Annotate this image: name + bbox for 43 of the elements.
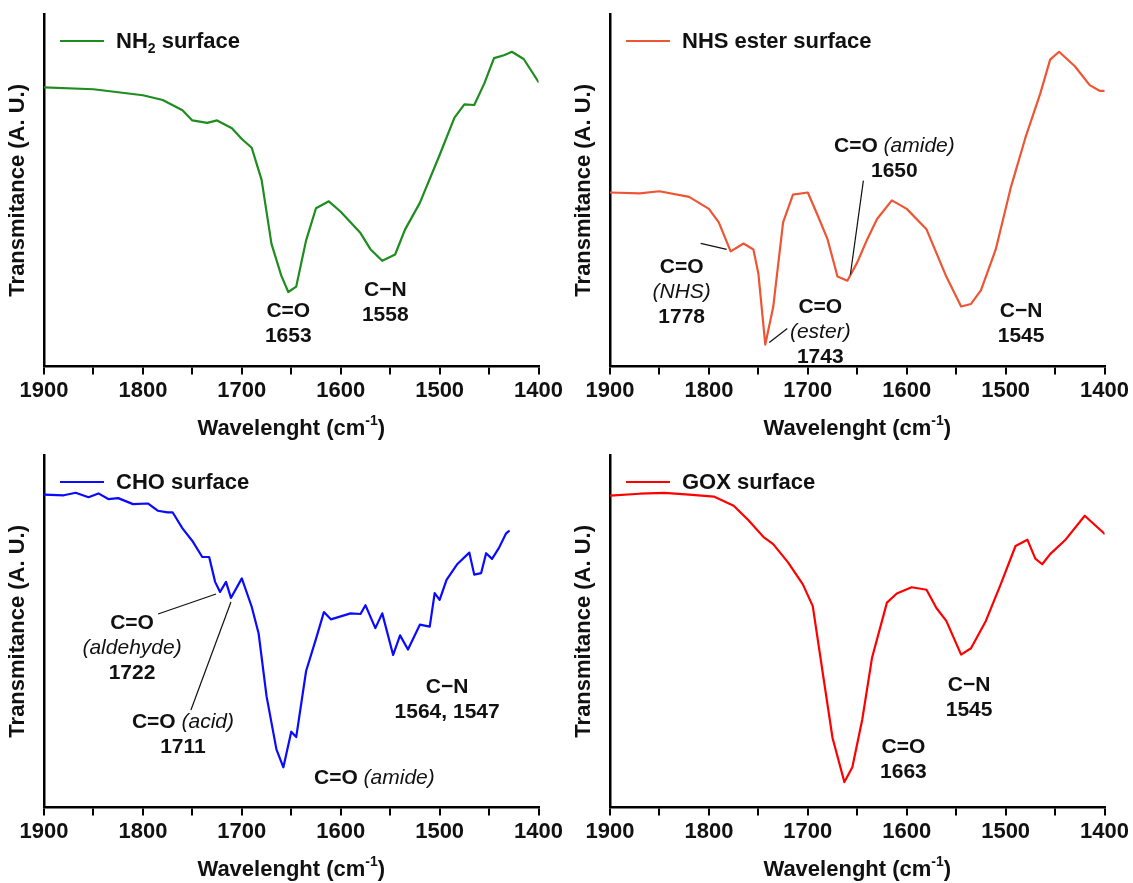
- x-tick-label: 1500: [981, 376, 1031, 402]
- annotation: C=O (amide): [313, 765, 435, 789]
- legend-label: CHO surface: [116, 469, 250, 494]
- x-tick-label: 1900: [19, 817, 69, 843]
- legend-label: GOX surface: [682, 469, 816, 494]
- annotation: C−N 1545: [997, 298, 1045, 347]
- x-tick-label: 1800: [684, 817, 734, 843]
- x-tick-label: 1800: [118, 817, 168, 843]
- x-tick-label: 1900: [19, 376, 69, 402]
- x-tick-label: 1400: [1080, 817, 1130, 843]
- x-tick-label: 1500: [415, 817, 465, 843]
- x-tick-label: 1600: [316, 817, 366, 843]
- x-tick-label: 1400: [1080, 376, 1130, 402]
- annotation: C=O (ester) 1743: [789, 293, 851, 367]
- x-tick-label: 1600: [882, 376, 932, 402]
- annotation: C=O 1663: [880, 734, 927, 783]
- y-axis-title: Transmitance (A. U.): [570, 524, 595, 738]
- annotation: C=O (amide) 1650: [833, 132, 955, 181]
- x-tick-label: 1900: [585, 376, 635, 402]
- x-tick-label: 1600: [316, 376, 366, 402]
- annotation: C−N 1558: [361, 276, 409, 325]
- x-tick-label: 1800: [684, 376, 734, 402]
- annotation: C=O 1653: [264, 297, 312, 346]
- x-tick-label: 1700: [783, 817, 833, 843]
- x-tick-label: 1400: [514, 376, 564, 402]
- annotation: C−N 1545: [945, 671, 993, 720]
- y-axis-title: Transmitance (A. U.): [4, 524, 29, 738]
- x-tick-label: 1400: [514, 817, 564, 843]
- x-tick-label: 1700: [217, 817, 267, 843]
- annotation: C−N 1564, 1547: [394, 673, 500, 722]
- annotation: C=O (aldehyde) 1722: [82, 609, 182, 683]
- x-tick-label: 1800: [118, 376, 168, 402]
- x-tick-label: 1500: [981, 817, 1031, 843]
- legend-label: NHS ester surface: [682, 28, 872, 53]
- y-axis-title: Transmitance (A. U.): [4, 83, 29, 297]
- x-tick-label: 1900: [585, 817, 635, 843]
- x-tick-label: 1700: [217, 376, 267, 402]
- annotation: C=O (NHS) 1778: [652, 254, 711, 328]
- x-tick-label: 1700: [783, 376, 833, 402]
- x-tick-label: 1500: [415, 376, 465, 402]
- y-axis-title: Transmitance (A. U.): [570, 83, 595, 297]
- annotation: C=O (acid) 1711: [131, 708, 234, 757]
- x-tick-label: 1600: [882, 817, 932, 843]
